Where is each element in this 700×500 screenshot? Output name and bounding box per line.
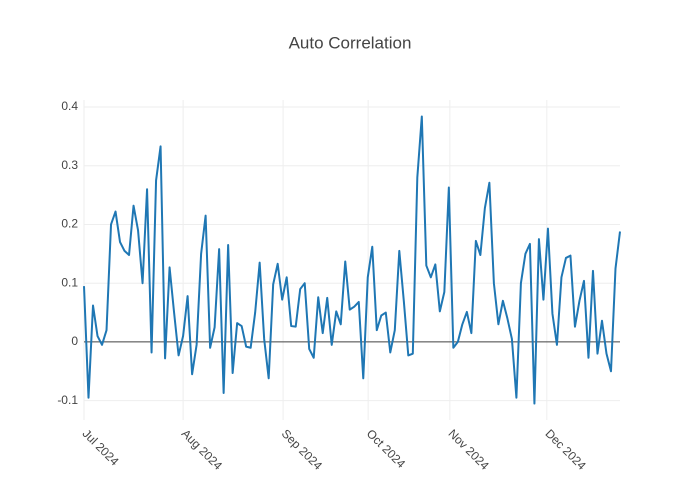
y-tick-label: 0.4 [61, 99, 78, 113]
x-tick-label: Sep 2024 [279, 426, 325, 472]
x-tick-label: Jul 2024 [80, 426, 122, 468]
chart-title: Auto Correlation [289, 33, 412, 52]
x-tick-label: Dec 2024 [542, 426, 588, 472]
x-tick-label: Oct 2024 [364, 426, 409, 471]
y-tick-label: 0.1 [61, 275, 78, 289]
y-tick-label: 0.2 [61, 217, 78, 231]
y-tick-label: 0 [71, 334, 78, 348]
y-tick-label: -0.1 [57, 393, 78, 407]
x-tick-label: Nov 2024 [445, 426, 491, 472]
data-line [83, 115, 621, 405]
x-tick-label: Aug 2024 [179, 426, 225, 472]
y-tick-label: 0.3 [61, 158, 78, 172]
